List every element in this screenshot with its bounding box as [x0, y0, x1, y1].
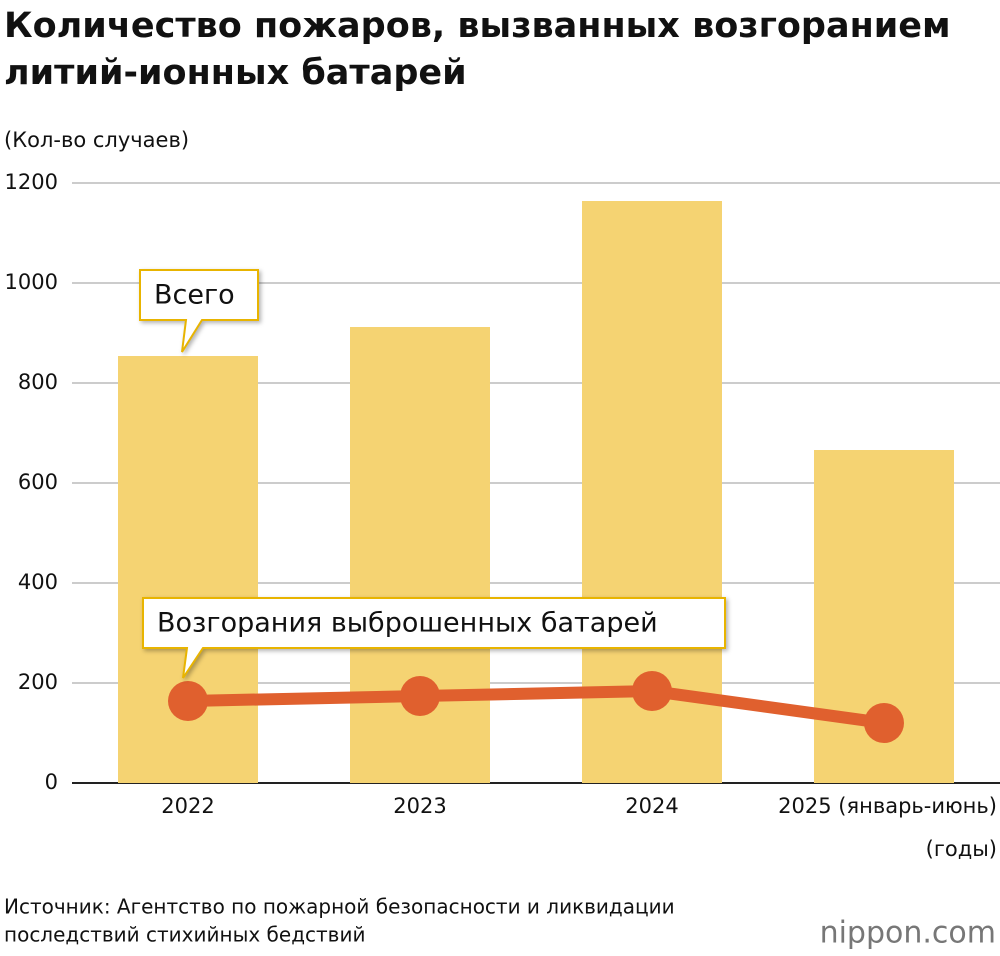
- legend-label: Всего: [154, 280, 235, 311]
- line: [187, 684, 885, 729]
- callout-box: [139, 269, 259, 353]
- x-axis-label: (годы): [926, 837, 997, 861]
- y-tick-label: 1200: [5, 170, 58, 194]
- y-tick-label: 1000: [5, 270, 58, 294]
- logo: nippon.com: [820, 916, 996, 951]
- x-tick-label: 2023: [393, 794, 446, 818]
- y-tick-label: 0: [45, 770, 58, 794]
- chart-title: Количество пожаров, вызванных возгорание…: [4, 6, 951, 46]
- x-tick-label: 2024: [625, 794, 678, 818]
- x-tick-label: 2022: [161, 794, 214, 818]
- y-axis-label: (Кол-во случаев): [4, 128, 189, 152]
- y-tick-label: 200: [18, 670, 58, 694]
- legend-label: Возгорания выброшенных батарей: [157, 608, 658, 639]
- source: Источник: Агентство по пожарной безопасн…: [4, 895, 675, 919]
- x-tick-label: 2025 (январь-июнь): [778, 794, 997, 818]
- point: [168, 681, 208, 721]
- source: последствий стихийных бедствий: [4, 923, 365, 947]
- point: [864, 703, 904, 743]
- y-tick-label: 600: [18, 470, 58, 494]
- point: [400, 676, 440, 716]
- callout-box: [142, 597, 726, 679]
- chart-title: литий-ионных батарей: [4, 53, 467, 93]
- y-tick-label: 400: [18, 570, 58, 594]
- point: [632, 671, 672, 711]
- y-tick-label: 800: [18, 370, 58, 394]
